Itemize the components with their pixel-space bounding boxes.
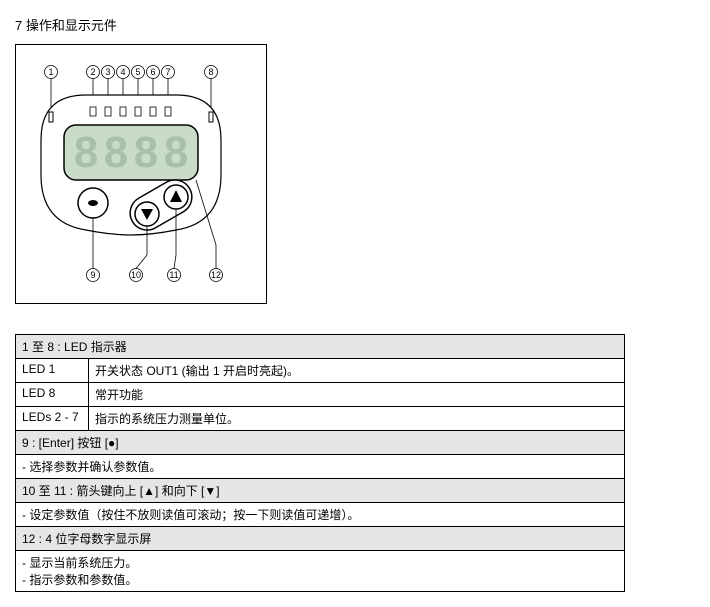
callout-3: 3 bbox=[105, 67, 110, 77]
table-header: 12 : 4 位字母数字显示屏 bbox=[16, 527, 625, 551]
seg-digit: 8 bbox=[74, 128, 98, 177]
callout-9: 9 bbox=[90, 270, 95, 280]
description-table: 1 至 8 : LED 指示器 LED 1 开关状态 OUT1 (输出 1 开启… bbox=[15, 334, 625, 592]
up-button bbox=[164, 185, 188, 209]
callout-6: 6 bbox=[150, 67, 155, 77]
callout-1: 1 bbox=[48, 67, 53, 77]
callout-7: 7 bbox=[165, 67, 170, 77]
table-cell: - 显示当前系统压力。 - 指示参数和参数值。 bbox=[16, 551, 625, 592]
table-cell: 开关状态 OUT1 (输出 1 开启时亮起)。 bbox=[89, 359, 625, 383]
callout-2: 2 bbox=[90, 67, 95, 77]
seg-digit: 8 bbox=[164, 128, 188, 177]
device-diagram: 1 2 3 4 5 6 7 8 bbox=[15, 44, 267, 304]
table-cell: - 设定参数值（按住不放则读值可滚动；按一下则读值可递增）。 bbox=[16, 503, 625, 527]
down-button bbox=[135, 202, 159, 226]
table-cell: 常开功能 bbox=[89, 383, 625, 407]
callout-4: 4 bbox=[120, 67, 125, 77]
table-cell: LEDs 2 - 7 bbox=[16, 407, 89, 431]
table-header: 9 : [Enter] 按钮 [●] bbox=[16, 431, 625, 455]
seg-digit: 8 bbox=[104, 128, 128, 177]
enter-dot-icon bbox=[88, 200, 98, 206]
table-cell: - 选择参数并确认参数值。 bbox=[16, 455, 625, 479]
table-cell: 指示的系统压力测量单位。 bbox=[89, 407, 625, 431]
table-cell: LED 8 bbox=[16, 383, 89, 407]
table-cell: LED 1 bbox=[16, 359, 89, 383]
table-header: 1 至 8 : LED 指示器 bbox=[16, 335, 625, 359]
callout-5: 5 bbox=[135, 67, 140, 77]
section-title: 7 操作和显示元件 bbox=[15, 15, 695, 34]
table-header: 10 至 11 : 箭头键向上 [▲] 和向下 [▼] bbox=[16, 479, 625, 503]
callout-10: 10 bbox=[131, 270, 141, 280]
callout-11: 11 bbox=[169, 270, 178, 280]
callout-12: 12 bbox=[211, 270, 221, 280]
seg-digit: 8 bbox=[134, 128, 158, 177]
callout-8: 8 bbox=[208, 67, 213, 77]
